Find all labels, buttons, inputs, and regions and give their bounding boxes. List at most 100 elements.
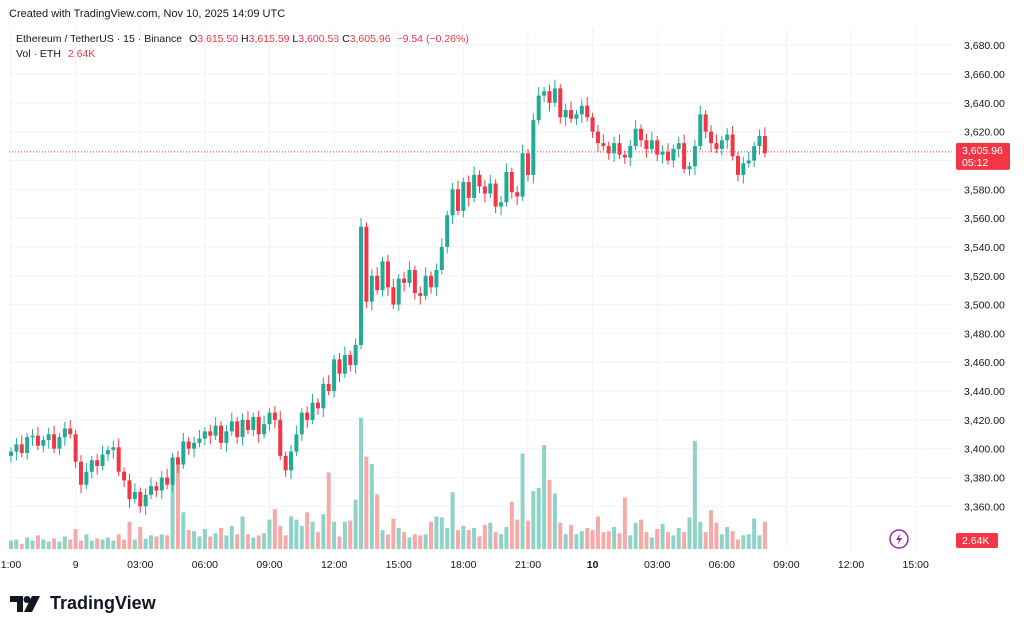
volume-bar <box>504 526 509 549</box>
lightning-icon[interactable] <box>889 529 909 549</box>
volume-bar <box>9 540 13 549</box>
volume-bar <box>412 534 417 549</box>
candle-body <box>542 91 547 96</box>
candle-body <box>353 344 358 366</box>
volume-bar <box>520 453 525 549</box>
volume-bar <box>612 526 617 549</box>
volume-bar <box>569 524 574 549</box>
candle-body <box>536 95 541 121</box>
candle-body <box>639 128 644 141</box>
volume-bar <box>682 532 687 549</box>
time-tick-label: 15:00 <box>386 559 412 571</box>
chart-grid <box>9 28 953 551</box>
volume-bar <box>439 517 444 549</box>
volume-bar <box>62 536 67 549</box>
candle-body <box>391 287 396 305</box>
candle-body <box>725 134 730 141</box>
volume-bar <box>294 519 299 549</box>
legend-open-label: O <box>189 33 198 45</box>
candle-body <box>461 182 466 211</box>
volume-bar <box>95 538 100 549</box>
volume-bar <box>445 528 450 549</box>
legend-close-value: 3,605.96 <box>349 33 391 45</box>
candle-body <box>299 412 304 435</box>
candle-body <box>606 146 611 154</box>
candle-body <box>633 128 638 147</box>
candle-body <box>262 424 267 435</box>
volume-bar <box>434 516 439 549</box>
volume-bars <box>9 417 767 549</box>
price-tick-label: 3,660.00 <box>964 69 1005 81</box>
candle-body <box>138 491 143 507</box>
candle-body <box>504 171 509 203</box>
volume-bar <box>213 533 218 549</box>
time-tick-label: 1:00 <box>1 559 22 571</box>
candle-body <box>746 160 751 164</box>
volume-bar <box>46 541 51 549</box>
volume-bar <box>552 493 557 549</box>
volume-bar <box>628 535 633 549</box>
volume-bar <box>407 537 412 549</box>
candle-body <box>359 226 364 345</box>
legend-volume-label[interactable]: Vol · ETH <box>16 48 61 60</box>
volume-bar <box>208 536 213 549</box>
volume-bar <box>30 540 35 549</box>
candle-body <box>644 140 649 149</box>
candle-body <box>321 383 326 409</box>
volume-bar <box>402 532 407 549</box>
volume-bar <box>617 533 622 549</box>
candle-body <box>84 471 89 485</box>
candle-body <box>741 163 746 175</box>
candle-body <box>278 419 283 456</box>
volume-bar <box>698 521 703 549</box>
volume-bar <box>299 525 304 549</box>
volume-bar <box>369 463 374 549</box>
volume-bar <box>676 528 681 549</box>
price-tick-label: 3,440.00 <box>964 386 1005 398</box>
candle-body <box>46 434 51 441</box>
volume-bar <box>757 535 762 549</box>
volume-bar <box>375 494 380 549</box>
volume-bar <box>380 530 385 549</box>
candle-body <box>482 186 487 194</box>
volume-bar <box>450 492 455 549</box>
candle-body <box>402 278 407 283</box>
candle-body <box>407 269 412 283</box>
candle-body <box>100 454 105 466</box>
candle-body <box>590 117 595 132</box>
candle-body <box>68 428 73 435</box>
volume-bar <box>342 521 347 549</box>
volume-bar <box>472 528 477 549</box>
volume-bar <box>741 535 746 549</box>
candle-body <box>622 154 627 158</box>
time-tick-label: 06:00 <box>192 559 218 571</box>
candle-body <box>283 455 288 471</box>
volume-bar <box>423 534 428 549</box>
volume-bar <box>391 518 396 549</box>
volume-bar <box>542 445 547 549</box>
candle-body <box>310 402 315 420</box>
tradingview-logo[interactable]: TradingView <box>10 593 156 614</box>
candle-body <box>73 434 78 462</box>
candle-body <box>35 435 40 446</box>
candle-body <box>412 269 417 294</box>
candle-body <box>472 174 477 198</box>
candle-body <box>52 434 57 449</box>
candle-body <box>649 140 654 149</box>
candle-body <box>418 293 423 296</box>
candle-body <box>676 143 681 149</box>
legend-close-label: C <box>342 33 350 45</box>
candle-body <box>499 202 504 207</box>
bar-countdown: 05:12 <box>962 157 988 169</box>
volume-bar <box>186 530 191 549</box>
volume-bar <box>289 516 294 549</box>
time-tick-label: 09:00 <box>773 559 799 571</box>
volume-bar <box>181 512 186 549</box>
candle-body <box>219 425 224 443</box>
volume-bar <box>418 535 423 549</box>
volume-bar <box>547 479 552 549</box>
volume-bar <box>692 440 697 549</box>
volume-bar <box>396 528 401 549</box>
